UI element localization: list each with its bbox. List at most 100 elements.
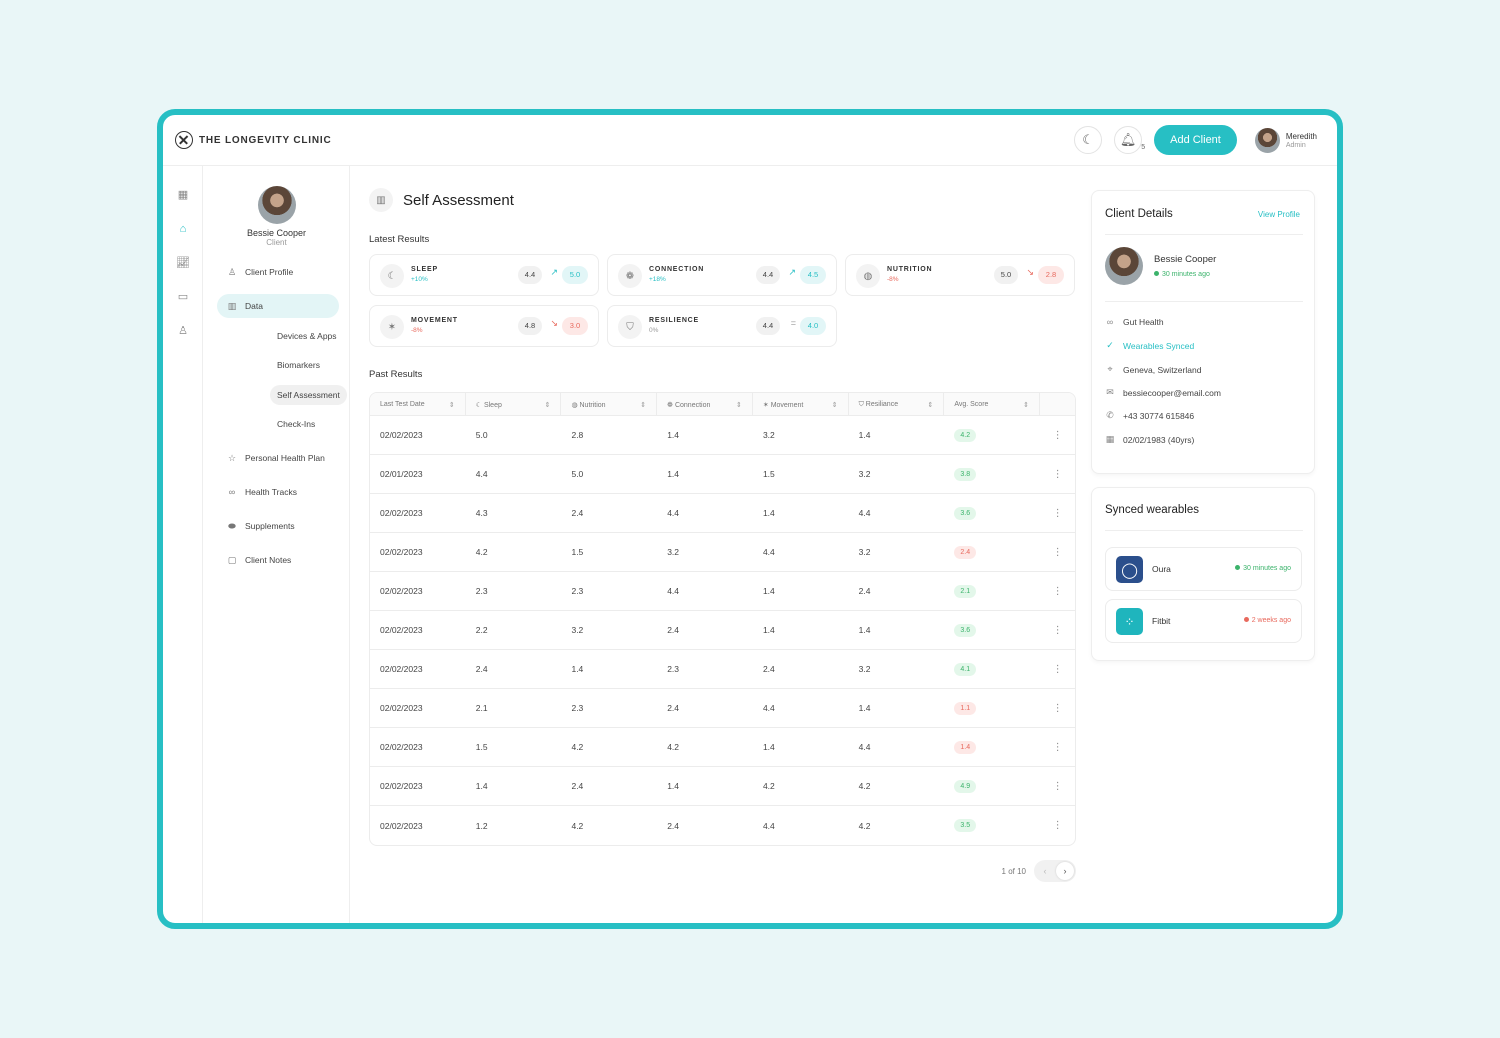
cell-sleep: 4.2 xyxy=(475,547,488,557)
theme-toggle-button[interactable]: ☾ xyxy=(1074,126,1103,154)
sidebar-item-label: Health Tracks xyxy=(245,487,297,497)
cell-connection: 1.4 xyxy=(667,430,680,440)
row-menu-icon[interactable]: ⋮ xyxy=(1052,429,1063,441)
bar-chart-icon: ▥ xyxy=(369,188,393,212)
wearable-fitbit[interactable]: ⁘ Fitbit 2 weeks ago xyxy=(1105,599,1302,643)
table-row[interactable]: 02/02/2023 4.2 1.5 3.2 4.4 3.2 2.4 ⋮ xyxy=(370,533,1075,572)
table-row[interactable]: 02/02/2023 2.4 1.4 2.3 2.4 3.2 4.1 ⋮ xyxy=(370,650,1075,689)
table-row[interactable]: 02/02/2023 4.3 2.4 4.4 1.4 4.4 3.6 ⋮ xyxy=(370,494,1075,533)
sort-icon[interactable]: ⇕ xyxy=(831,401,838,409)
pagination-text: 1 of 10 xyxy=(1001,866,1026,876)
sidebar-item-client-profile[interactable]: ♙ Client Profile xyxy=(217,260,293,284)
cell-avg-score: 3.6 xyxy=(944,623,1040,637)
table-row[interactable]: 02/02/2023 2.1 2.3 2.4 4.4 1.4 1.1 ⋮ xyxy=(370,689,1075,728)
table-row[interactable]: 02/02/2023 2.3 2.3 4.4 1.4 2.4 2.1 ⋮ xyxy=(370,572,1075,611)
column-header-sleep[interactable]: ☾ Sleep ⇕ xyxy=(466,393,562,416)
cell-date: 02/02/2023 xyxy=(380,820,423,831)
detail-email[interactable]: ✉ bessiecooper@email.com xyxy=(1105,387,1221,398)
row-menu-icon[interactable]: ⋮ xyxy=(1052,780,1063,792)
cell-resiliance: 1.4 xyxy=(858,625,871,635)
row-menu-icon[interactable]: ⋮ xyxy=(1052,585,1063,597)
previous-page-button[interactable]: ‹ xyxy=(1036,862,1054,880)
cell-sleep: 2.2 xyxy=(475,625,488,635)
cell-movement: 4.4 xyxy=(762,820,775,831)
row-menu-icon[interactable]: ⋮ xyxy=(1052,624,1063,636)
result-card-connection[interactable]: ❁ CONNECTION +18% 4.4 ↗ 4.5 xyxy=(607,254,837,296)
sort-icon[interactable]: ⇕ xyxy=(927,401,934,409)
sidebar-item-supplements[interactable]: ⬬ Supplements xyxy=(217,514,294,538)
top-bar: THE LONGEVITY CLINIC ☾ 🔔︎ 5 Add Client M… xyxy=(163,115,1337,166)
sidebar-item-data[interactable]: ▥ Data xyxy=(217,294,339,318)
sidebar-subitem-devices[interactable]: Devices & Apps xyxy=(277,331,337,341)
row-menu-icon[interactable]: ⋮ xyxy=(1052,546,1063,558)
sidebar-subitem-check-ins[interactable]: Check-Ins xyxy=(277,419,316,429)
table-row[interactable]: 02/02/2023 1.2 4.2 2.4 4.4 4.2 3.5 ⋮ xyxy=(370,806,1075,845)
row-menu-icon[interactable]: ⋮ xyxy=(1052,702,1063,714)
notifications-count: 5 xyxy=(1141,144,1146,151)
table-row[interactable]: 02/01/2023 4.4 5.0 1.4 1.5 3.2 3.8 ⋮ xyxy=(370,455,1075,494)
row-menu-icon[interactable]: ⋮ xyxy=(1052,663,1063,675)
wearable-oura[interactable]: ◯ Oura 30 minutes ago xyxy=(1105,547,1302,591)
column-header-avg-score[interactable]: Avg. Score ⇕ xyxy=(944,393,1041,416)
grid-icon[interactable]: ▦ xyxy=(177,189,189,201)
logo[interactable]: THE LONGEVITY CLINIC xyxy=(175,131,332,149)
card-name: NUTRITION xyxy=(887,266,933,273)
cell-date: 02/02/2023 xyxy=(380,586,423,596)
sidebar-subitem-biomarkers[interactable]: Biomarkers xyxy=(277,360,320,370)
view-profile-link[interactable]: View Profile xyxy=(1257,210,1300,219)
apple-icon: ◍ xyxy=(571,401,580,409)
result-card-nutrition[interactable]: ◍ NUTRITION -8% 5.0 ↘ 2.8 xyxy=(845,254,1075,296)
sort-icon[interactable]: ⇕ xyxy=(736,401,742,409)
sidebar-item-client-notes[interactable]: ▢ Client Notes xyxy=(217,548,292,572)
row-menu-icon[interactable]: ⋮ xyxy=(1052,820,1063,831)
score-badge: 2.1 xyxy=(954,584,977,598)
past-results-label: Past Results xyxy=(369,369,423,380)
sort-icon[interactable]: ⇕ xyxy=(544,401,551,409)
sort-icon[interactable]: ⇕ xyxy=(640,401,647,409)
card-delta: +18% xyxy=(649,276,666,283)
message-icon[interactable]: ▭ xyxy=(177,291,189,303)
person-icon: ♙ xyxy=(227,266,237,277)
result-card-resilience[interactable]: ⛉ RESILIENCE 0% 4.4 = 4.0 xyxy=(607,305,837,347)
column-header-movement[interactable]: ✶ Movement ⇕ xyxy=(753,393,849,416)
cell-movement: 1.4 xyxy=(762,742,775,752)
result-card-sleep[interactable]: ☾ SLEEP +10% 4.4 ↗ 5.0 xyxy=(369,254,599,296)
client-last-seen: 30 minutes ago xyxy=(1154,271,1210,278)
cell-connection: 4.4 xyxy=(667,508,680,518)
column-header-date[interactable]: Last Test Date ⇕ xyxy=(370,393,466,416)
table-row[interactable]: 02/02/2023 1.4 2.4 1.4 4.2 4.2 4.9 ⋮ xyxy=(370,767,1075,806)
sidebar-item-health-plan[interactable]: ☆ Personal Health Plan xyxy=(217,446,325,470)
phone-icon: ✆ xyxy=(1106,410,1114,420)
person-icon[interactable]: ♙ xyxy=(178,325,188,337)
add-client-button[interactable]: Add Client xyxy=(1154,125,1237,155)
notifications-button[interactable]: 🔔︎ 5 xyxy=(1114,126,1146,154)
column-header-nutrition[interactable]: ◍ Nutrition ⇕ xyxy=(561,393,658,416)
sidebar-item-health-tracks[interactable]: ∞ Health Tracks xyxy=(217,480,297,504)
row-menu-icon[interactable]: ⋮ xyxy=(1052,468,1063,480)
cell-sleep: 4.4 xyxy=(475,469,488,479)
table-row[interactable]: 02/02/2023 2.2 3.2 2.4 1.4 1.4 3.6 ⋮ xyxy=(370,611,1075,650)
row-menu-icon[interactable]: ⋮ xyxy=(1052,507,1063,519)
cell-movement: 4.4 xyxy=(762,547,775,557)
cell-date: 02/02/2023 xyxy=(380,547,423,557)
sidebar-subitem-self-assessment[interactable]: Self Assessment xyxy=(270,385,347,405)
table-row[interactable]: 02/02/2023 1.5 4.2 4.2 1.4 4.4 1.4 ⋮ xyxy=(370,728,1075,767)
cell-avg-score: 1.1 xyxy=(944,701,1040,715)
card-previous-score: 5.0 xyxy=(994,266,1018,284)
sort-icon[interactable]: ⇕ xyxy=(1023,401,1030,409)
cell-connection: 3.2 xyxy=(667,547,680,557)
mail-icon: ✉ xyxy=(1106,387,1114,397)
column-header-resiliance[interactable]: ⛉ Resiliance ⇕ xyxy=(849,393,945,416)
sort-icon[interactable]: ⇕ xyxy=(448,401,455,409)
next-page-button[interactable]: › xyxy=(1056,862,1074,880)
cell-nutrition: 2.3 xyxy=(571,586,584,596)
user-menu[interactable]: Meredith Admin xyxy=(1254,127,1317,153)
chart-icon[interactable]: 📈︎ xyxy=(176,257,190,269)
column-header-connection[interactable]: ❁ Connection ⇕ xyxy=(657,393,753,416)
home-icon[interactable]: ⌂ xyxy=(179,223,187,235)
result-card-movement[interactable]: ✶ MOVEMENT -8% 4.8 ↘ 3.0 xyxy=(369,305,599,347)
detail-phone[interactable]: ✆ +43 30774 615846 xyxy=(1105,410,1194,421)
row-menu-icon[interactable]: ⋮ xyxy=(1052,741,1063,753)
table-row[interactable]: 02/02/2023 5.0 2.8 1.4 3.2 1.4 4.2 ⋮ xyxy=(370,416,1075,455)
bar-chart-icon: ▥ xyxy=(227,300,237,311)
